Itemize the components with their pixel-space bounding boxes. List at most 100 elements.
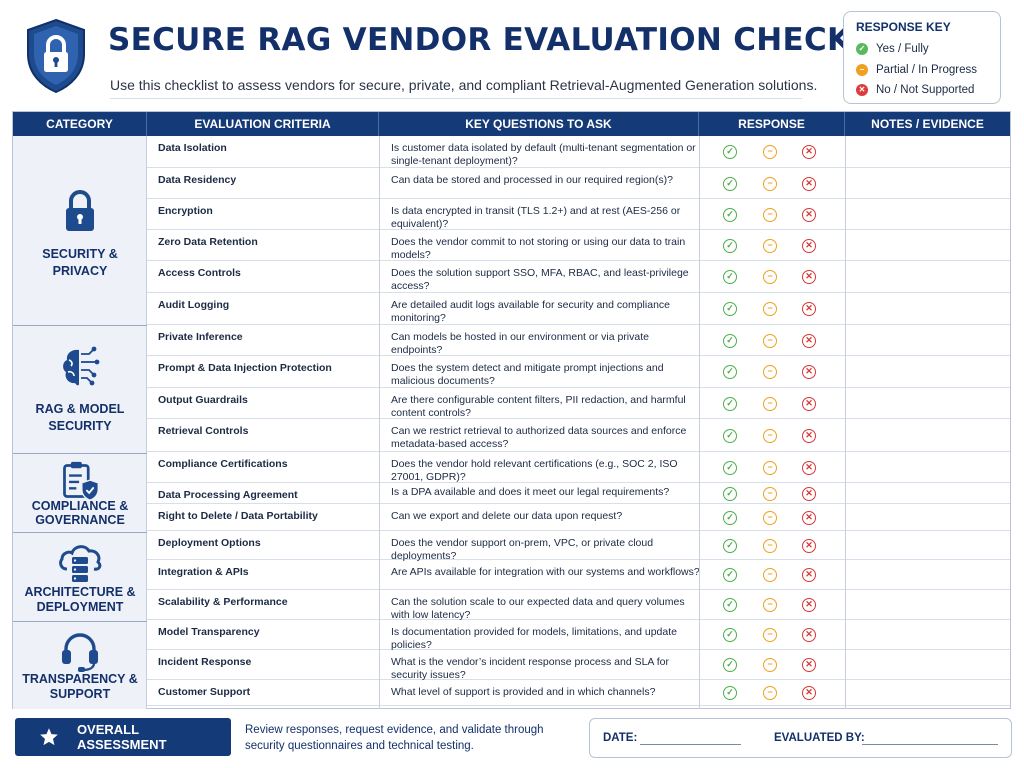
response-key-yes: ✓ Yes / Fully xyxy=(856,39,988,60)
notes-cell[interactable] xyxy=(845,452,1010,482)
response-no-option[interactable]: ✕ xyxy=(802,365,816,379)
minus-icon: − xyxy=(767,178,773,188)
response-no-option[interactable]: ✕ xyxy=(802,177,816,191)
response-partial-option[interactable]: − xyxy=(763,598,777,612)
response-partial-option[interactable]: − xyxy=(763,302,777,316)
response-yes-option[interactable]: ✓ xyxy=(723,487,737,501)
response-yes-option[interactable]: ✓ xyxy=(723,461,737,475)
response-no-option[interactable]: ✕ xyxy=(802,686,816,700)
notes-cell[interactable] xyxy=(845,356,1010,387)
response-yes-option[interactable]: ✓ xyxy=(723,334,737,348)
response-partial-option[interactable]: − xyxy=(763,270,777,284)
header-divider xyxy=(110,98,802,99)
response-no-option[interactable]: ✕ xyxy=(802,658,816,672)
response-no-option[interactable]: ✕ xyxy=(802,239,816,253)
notes-cell[interactable] xyxy=(845,590,1010,619)
response-no-option[interactable]: ✕ xyxy=(802,208,816,222)
response-partial-option[interactable]: − xyxy=(763,686,777,700)
response-partial-option[interactable]: − xyxy=(763,145,777,159)
response-no-option[interactable]: ✕ xyxy=(802,598,816,612)
response-partial-option[interactable]: − xyxy=(763,487,777,501)
question-cell: Can we restrict retrieval to authorized … xyxy=(391,425,687,450)
date-field[interactable] xyxy=(640,744,741,745)
response-partial-option[interactable]: − xyxy=(763,334,777,348)
response-yes-option[interactable]: ✓ xyxy=(723,686,737,700)
notes-cell[interactable] xyxy=(845,261,1010,292)
minus-icon: − xyxy=(767,398,773,408)
page-title: SECURE RAG VENDOR EVALUATION CHECKLIST xyxy=(108,22,928,58)
response-no-option[interactable]: ✕ xyxy=(802,429,816,443)
response-yes-option[interactable]: ✓ xyxy=(723,568,737,582)
notes-cell[interactable] xyxy=(845,650,1010,679)
notes-cell[interactable] xyxy=(845,325,1010,355)
response-partial-option[interactable]: − xyxy=(763,461,777,475)
notes-cell[interactable] xyxy=(845,199,1010,229)
table-row: Data Processing Agreement Is a DPA availa… xyxy=(147,483,1010,504)
question-cell: Are detailed audit logs available for se… xyxy=(391,299,670,324)
response-yes-option[interactable]: ✓ xyxy=(723,177,737,191)
response-partial-option[interactable]: − xyxy=(763,239,777,253)
response-partial-option[interactable]: − xyxy=(763,568,777,582)
response-yes-option[interactable]: ✓ xyxy=(723,628,737,642)
notes-cell[interactable] xyxy=(845,504,1010,530)
response-no-option[interactable]: ✕ xyxy=(802,270,816,284)
response-yes-option[interactable]: ✓ xyxy=(723,397,737,411)
check-icon: ✓ xyxy=(726,271,734,281)
response-no-option[interactable]: ✕ xyxy=(802,628,816,642)
minus-icon: − xyxy=(767,303,773,313)
response-yes-option[interactable]: ✓ xyxy=(723,539,737,553)
response-yes-option[interactable]: ✓ xyxy=(723,429,737,443)
response-no-option[interactable]: ✕ xyxy=(802,145,816,159)
response-no-option[interactable]: ✕ xyxy=(802,397,816,411)
response-yes-option[interactable]: ✓ xyxy=(723,145,737,159)
response-yes-option[interactable]: ✓ xyxy=(723,239,737,253)
response-no-option[interactable]: ✕ xyxy=(802,511,816,525)
table-row: Right to Delete / Data Portability Can we… xyxy=(147,504,1010,531)
response-partial-option[interactable]: − xyxy=(763,365,777,379)
notes-cell[interactable] xyxy=(845,560,1010,589)
response-no-option[interactable]: ✕ xyxy=(802,539,816,553)
response-yes-option[interactable]: ✓ xyxy=(723,598,737,612)
response-partial-option[interactable]: − xyxy=(763,429,777,443)
response-partial-option[interactable]: − xyxy=(763,511,777,525)
response-yes-option[interactable]: ✓ xyxy=(723,302,737,316)
category-security-privacy: SECURITY & PRIVACY xyxy=(13,136,147,326)
criteria-cell: Encryption xyxy=(158,205,213,217)
notes-cell[interactable] xyxy=(845,531,1010,559)
response-partial-option[interactable]: − xyxy=(763,397,777,411)
response-no-option[interactable]: ✕ xyxy=(802,334,816,348)
notes-cell[interactable] xyxy=(845,388,1010,418)
notes-cell[interactable] xyxy=(845,483,1010,503)
check-icon: ✓ xyxy=(726,629,734,639)
response-partial-option[interactable]: − xyxy=(763,628,777,642)
minus-icon: − xyxy=(767,462,773,472)
response-no-option[interactable]: ✕ xyxy=(802,302,816,316)
evaluated-by-field[interactable] xyxy=(862,744,998,745)
notes-cell[interactable] xyxy=(845,620,1010,649)
check-icon: ✓ xyxy=(726,512,734,522)
table-row: Incident Response What is the vendor’s in… xyxy=(147,650,1010,681)
x-icon: ✕ xyxy=(856,84,868,97)
response-yes-option[interactable]: ✓ xyxy=(723,270,737,284)
response-no-option[interactable]: ✕ xyxy=(802,487,816,501)
overall-assessment-button[interactable]: OVERALL ASSESSMENT xyxy=(15,718,231,756)
response-yes-option[interactable]: ✓ xyxy=(723,208,737,222)
notes-cell[interactable] xyxy=(845,230,1010,260)
table-row: Model Transparency Is documentation provi… xyxy=(147,620,1010,651)
category-architecture-deployment: ARCHITECTURE & DEPLOYMENT xyxy=(13,533,147,622)
response-partial-option[interactable]: − xyxy=(763,177,777,191)
notes-cell[interactable] xyxy=(845,293,1010,324)
notes-cell[interactable] xyxy=(845,168,1010,198)
response-no-option[interactable]: ✕ xyxy=(802,568,816,582)
notes-cell[interactable] xyxy=(845,680,1010,705)
notes-cell[interactable] xyxy=(845,419,1010,451)
response-no-option[interactable]: ✕ xyxy=(802,461,816,475)
response-partial-option[interactable]: − xyxy=(763,658,777,672)
response-partial-option[interactable]: − xyxy=(763,208,777,222)
response-partial-option[interactable]: − xyxy=(763,539,777,553)
response-yes-option[interactable]: ✓ xyxy=(723,365,737,379)
response-yes-option[interactable]: ✓ xyxy=(723,658,737,672)
notes-cell[interactable] xyxy=(845,136,1010,167)
table-row: Data Isolation Is customer data isolated … xyxy=(147,136,1010,168)
response-yes-option[interactable]: ✓ xyxy=(723,511,737,525)
